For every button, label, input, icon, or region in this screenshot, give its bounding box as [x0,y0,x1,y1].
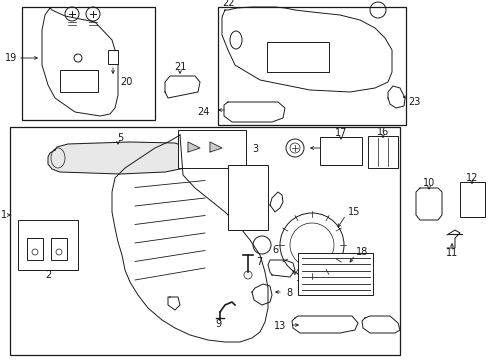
Bar [108,50,118,64]
Bar [227,165,267,230]
Text: 11: 11 [445,248,457,258]
Bar [266,42,328,72]
Text: 14: 14 [295,273,307,283]
Text: 23: 23 [407,97,420,107]
Text: 21: 21 [173,62,186,72]
Text: 2: 2 [45,270,51,280]
Text: 17: 17 [334,128,346,138]
Bar [319,137,361,165]
Text: 8: 8 [285,288,291,298]
Bar [297,253,372,295]
Polygon shape [187,142,200,152]
Text: 20: 20 [120,77,132,87]
Text: 7: 7 [256,257,262,267]
Text: 13: 13 [273,321,285,331]
Bar [51,238,67,260]
Polygon shape [209,142,222,152]
Bar [18,220,78,270]
Text: 12: 12 [465,173,477,183]
Text: 5: 5 [117,133,123,143]
Text: 16: 16 [376,127,388,137]
Bar [459,182,484,217]
Text: 15: 15 [347,207,360,217]
Text: 9: 9 [215,319,221,329]
Text: 4: 4 [327,143,333,153]
Text: 3: 3 [251,144,258,154]
Bar [367,136,397,168]
Bar [22,7,155,120]
Bar [60,70,98,92]
Bar [10,127,399,355]
Bar [178,130,245,168]
Text: 18: 18 [355,247,367,257]
Bar [218,7,405,125]
Polygon shape [48,142,193,174]
Text: 22: 22 [222,0,234,8]
Text: 1: 1 [1,210,7,220]
Bar [27,238,43,260]
Text: 10: 10 [422,178,434,188]
Text: 19: 19 [5,53,17,63]
Text: 24: 24 [197,107,209,117]
Text: 6: 6 [271,245,278,255]
